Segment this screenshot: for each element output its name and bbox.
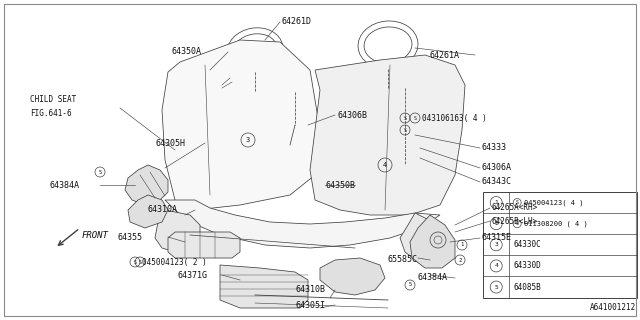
Text: 011308200 ( 4 ): 011308200 ( 4 ) [524,220,588,227]
Text: 5: 5 [408,283,412,287]
Text: 64305H: 64305H [156,139,186,148]
Text: 64384A: 64384A [50,180,80,189]
Text: 64265A<RH>: 64265A<RH> [492,204,538,212]
Text: 64261D: 64261D [282,18,312,27]
Polygon shape [220,265,308,308]
Text: 64371G: 64371G [178,270,208,279]
Text: 64265B<LH>: 64265B<LH> [492,217,538,226]
Text: 65585C: 65585C [388,255,418,265]
Polygon shape [162,40,320,210]
Text: 64330C: 64330C [513,240,541,249]
Text: 64350A: 64350A [172,47,202,57]
Text: 64306A: 64306A [482,164,512,172]
Text: FRONT: FRONT [82,230,109,239]
Text: 64333: 64333 [482,143,507,153]
Text: 1: 1 [460,243,463,247]
Text: 64315E: 64315E [482,234,512,243]
Polygon shape [410,215,455,268]
Text: S: S [516,221,518,226]
Text: 4: 4 [383,162,387,168]
Polygon shape [155,210,200,252]
Polygon shape [400,213,450,262]
Text: 64310B: 64310B [295,285,325,294]
Text: 1: 1 [494,200,498,205]
Text: 045004123( 4 ): 045004123( 4 ) [524,199,584,206]
Text: CHILD SEAT: CHILD SEAT [30,95,76,105]
Text: 64085B: 64085B [513,283,541,292]
Text: FIG.641-6: FIG.641-6 [30,108,72,117]
Text: 64306B: 64306B [337,110,367,119]
Text: S: S [134,260,136,265]
Text: S: S [516,200,518,205]
Text: 043106163( 4 ): 043106163( 4 ) [422,114,487,123]
Polygon shape [128,195,168,228]
Polygon shape [320,258,385,295]
Polygon shape [165,200,440,248]
Text: 3: 3 [494,242,498,247]
Text: 5: 5 [494,284,498,290]
Text: 5: 5 [99,170,102,174]
Text: S: S [404,116,406,121]
Text: 64350B: 64350B [325,180,355,189]
Text: S: S [404,127,406,132]
Text: 64330D: 64330D [513,261,541,270]
Text: 045004123( 2 ): 045004123( 2 ) [142,258,207,267]
Text: A641001212: A641001212 [589,303,636,312]
Text: 64261A: 64261A [430,51,460,60]
Text: 64355: 64355 [118,233,143,242]
Text: 3: 3 [246,137,250,143]
Polygon shape [168,232,240,258]
Text: 64384A: 64384A [418,274,448,283]
Text: S: S [139,260,141,265]
Polygon shape [310,55,465,215]
Text: 64305I: 64305I [295,300,325,309]
Text: 2: 2 [458,258,461,262]
Polygon shape [125,165,168,205]
Text: 64343C: 64343C [482,178,512,187]
Text: 64310A: 64310A [148,205,178,214]
Text: 4: 4 [494,263,498,268]
Text: 2: 2 [494,221,498,226]
Text: S: S [413,116,417,121]
